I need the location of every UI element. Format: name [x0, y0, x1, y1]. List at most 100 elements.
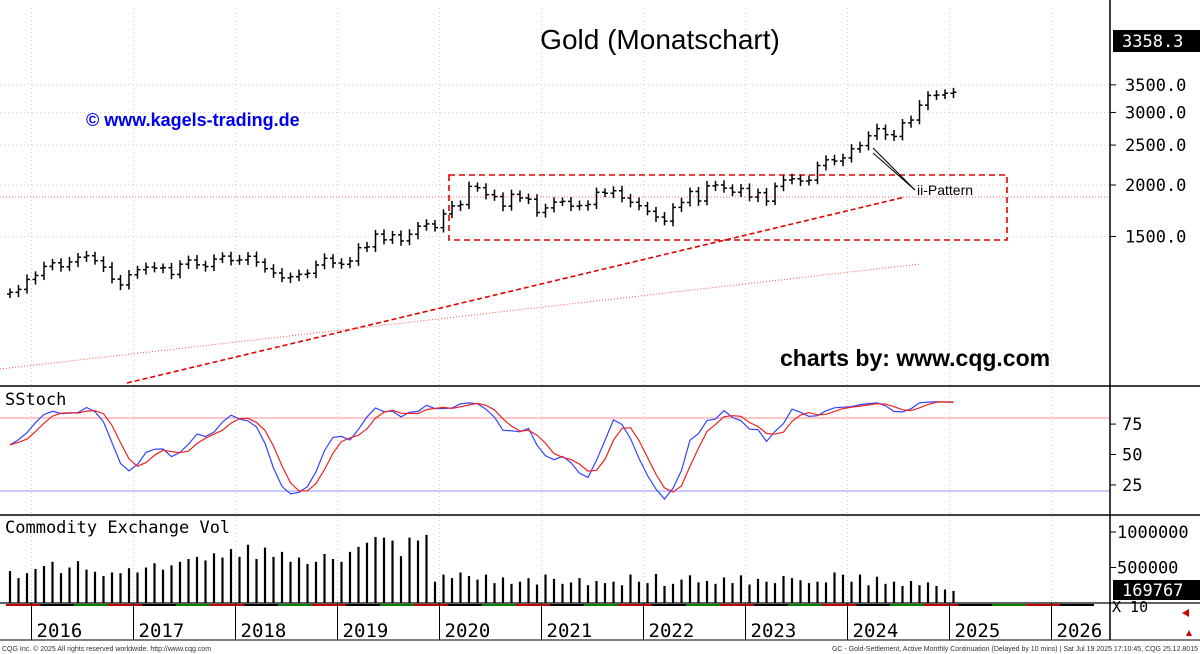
- ohlc-bar: [576, 200, 583, 211]
- ohlc-bar: [279, 267, 285, 283]
- uptrend-line: [126, 196, 906, 384]
- ohlc-bar: [500, 192, 506, 212]
- scroll-up-icon[interactable]: [1186, 630, 1192, 636]
- ohlc-bar: [857, 141, 863, 153]
- ohlc-bar: [806, 175, 812, 186]
- ohlc-bar: [627, 193, 634, 208]
- ohlc-bar: [219, 252, 226, 264]
- ohlc-bar: [32, 271, 39, 285]
- stochastic-panel: [0, 401, 1110, 500]
- year-label: 2020: [445, 620, 491, 642]
- ohlc-bar: [882, 124, 889, 140]
- ohlc-bar: [644, 201, 651, 216]
- ii-pattern-annotation: ii-Pattern: [917, 182, 973, 198]
- ohlc-bar: [695, 187, 702, 206]
- stoch-k-line: [9, 401, 954, 500]
- ohlc-bar: [593, 187, 600, 210]
- ohlc-bar: [636, 197, 642, 211]
- ohlc-bar: [865, 131, 872, 151]
- ohlc-bar: [15, 284, 22, 298]
- scroll-arrows[interactable]: [1182, 609, 1192, 636]
- ohlc-bar: [772, 182, 778, 206]
- chart-overlays: [0, 147, 1110, 384]
- ohlc-bar: [270, 264, 277, 278]
- ohlc-bar: [568, 196, 574, 212]
- ohlc-bar: [134, 265, 141, 279]
- ohlc-bar: [704, 180, 710, 206]
- ohlc-bar: [763, 187, 770, 206]
- ohlc-bar: [440, 209, 447, 233]
- ohlc-bar: [330, 254, 336, 269]
- ohlc-bar: [831, 154, 838, 166]
- ohlc-bar: [415, 221, 421, 240]
- ohlc-bar: [449, 200, 455, 219]
- last-volume-box: [1113, 580, 1200, 600]
- ohlc-bar: [228, 251, 234, 266]
- long-term-trend-line: [0, 263, 921, 370]
- year-label: 2016: [37, 620, 83, 642]
- ohlc-bar: [287, 272, 294, 284]
- year-label: 2017: [139, 620, 185, 642]
- axes: 1500.0 2000.0 2500.0 3000.0 3500.0 25 50 75 5000…: [6, 76, 1189, 642]
- ohlc-bar: [304, 269, 311, 279]
- ohlc-bar: [874, 123, 880, 141]
- ohlc-bar: [840, 153, 846, 167]
- ohlc-bar: [236, 254, 243, 265]
- last-price-label: 3358.3: [1122, 32, 1183, 52]
- ohlc-bar: [551, 197, 557, 213]
- ohlc-bar: [177, 260, 183, 279]
- ohlc-bar: [245, 252, 251, 266]
- volume-panel-label: Commodity Exchange Vol: [5, 518, 230, 538]
- ohlc-bar: [7, 288, 13, 299]
- ohlc-bar: [49, 258, 56, 271]
- ohlc-bar: [75, 253, 81, 268]
- ohlc-bar: [942, 89, 948, 99]
- ohlc-bar: [491, 189, 498, 201]
- ohlc-bar: [381, 229, 387, 245]
- ohlc-bar: [41, 261, 47, 281]
- ohlc-bar: [517, 190, 523, 202]
- ohlc-bar: [661, 212, 668, 226]
- ohlc-bar: [117, 274, 124, 291]
- price-tick-label: 2000.0: [1125, 176, 1186, 196]
- volume-multiplier-label: X 10: [1112, 598, 1148, 616]
- ohlc-bar: [457, 200, 464, 212]
- ohlc-bar: [721, 180, 727, 193]
- ohlc-bar: [66, 256, 73, 272]
- ohlc-bar: [160, 263, 166, 274]
- ohlc-bar: [602, 188, 608, 198]
- ohlc-bar: [738, 183, 744, 198]
- ohlc-bar: [670, 203, 676, 227]
- year-label: 2025: [955, 620, 1001, 642]
- ohlc-bar: [321, 253, 328, 270]
- ohlc-bar: [126, 270, 132, 290]
- ohlc-bar: [151, 262, 158, 273]
- year-label: 2026: [1057, 620, 1103, 642]
- ohlc-bar: [313, 260, 319, 279]
- price-tick-label: 3000.0: [1125, 103, 1186, 123]
- ohlc-bar: [508, 189, 515, 211]
- ohlc-bar: [712, 180, 719, 192]
- ohlc-bar: [355, 243, 362, 266]
- chart-title: Gold (Monatschart): [540, 24, 780, 55]
- ohlc-bar: [253, 251, 260, 267]
- ohlc-bar: [347, 257, 353, 269]
- scroll-left-icon[interactable]: [1182, 609, 1189, 617]
- ohlc-bar: [24, 274, 30, 294]
- ohlc-bar: [168, 262, 175, 280]
- ohlc-bar: [950, 87, 957, 99]
- year-label: 2022: [649, 620, 695, 642]
- watermark-right: charts by: www.cqg.com: [780, 345, 1050, 371]
- watermark-left: © www.kagels-trading.de: [86, 110, 300, 130]
- price-bars: [7, 87, 957, 299]
- ohlc-bar: [211, 254, 217, 272]
- ohlc-bar: [653, 206, 659, 222]
- annotation-arrow: [872, 147, 916, 191]
- ohlc-bar: [780, 175, 787, 192]
- year-label: 2019: [343, 620, 389, 642]
- ohlc-bar: [432, 220, 438, 232]
- ohlc-bar: [619, 185, 625, 203]
- ohlc-bar: [92, 251, 98, 265]
